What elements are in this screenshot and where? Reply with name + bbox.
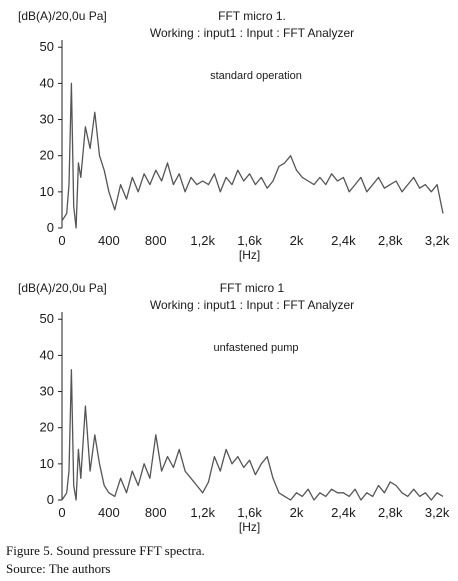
chart-1-x-tick-label: 800 (145, 505, 167, 520)
chart-0-x-tick-label: 0 (58, 233, 65, 248)
chart-0-x-tick-label: 2k (290, 233, 304, 248)
chart-0-x-tick-label: 3,2k (425, 233, 450, 248)
chart-0-y-tick-label: 20 (40, 148, 54, 163)
figure-source: Source: The authors (6, 561, 111, 576)
chart-0-x-tick-label: 1,2k (190, 233, 215, 248)
chart-0-unit-label: [dB(A)/20,0u Pa] (18, 9, 107, 23)
chart-0-x-tick-label: 1,6k (237, 233, 262, 248)
chart-1-subtitle: Working : input1 : Input : FFT Analyzer (150, 298, 354, 312)
chart-1-x-tick-label: 2k (290, 505, 304, 520)
chart-1-x-axis-label: [Hz] (239, 520, 260, 534)
chart-1-x-tick-label: 400 (98, 505, 120, 520)
top-fft-chart: [dB(A)/20,0u Pa] FFT micro 1. Working : in… (18, 9, 450, 262)
chart-1-x-tick-label: 0 (58, 505, 65, 520)
chart-0-x-tick-label: 400 (98, 233, 120, 248)
chart-1-title: FFT micro 1 (220, 281, 285, 295)
chart-1-y-tick-label: 40 (40, 347, 54, 362)
chart-1-x-tick-label: 2,8k (378, 505, 403, 520)
figure-caption: Figure 5. Sound pressure FFT spectra. (6, 543, 205, 558)
chart-0-x-tick-label: 2,8k (378, 233, 403, 248)
chart-0-y-tick-label: 30 (40, 112, 54, 127)
chart-1-x-tick-label: 1,2k (190, 505, 215, 520)
chart-1-y-tick-label: 10 (40, 456, 54, 471)
chart-0-annotation: standard operation (210, 70, 302, 82)
chart-1-x-tick-label: 1,6k (237, 505, 262, 520)
chart-0-y-tick-label: 10 (40, 184, 54, 199)
chart-1-unit-label: [dB(A)/20,0u Pa] (18, 281, 107, 295)
chart-1-y-tick-label: 0 (47, 492, 54, 507)
chart-0-y-tick-label: 0 (47, 220, 54, 235)
chart-0-y-tick-label: 50 (40, 39, 54, 54)
chart-0-x-tick-label: 800 (145, 233, 167, 248)
chart-1-y-tick-label: 20 (40, 420, 54, 435)
chart-1-y-tick-label: 30 (40, 384, 54, 399)
chart-0-title: FFT micro 1. (218, 9, 286, 23)
chart-1-spectrum-line (61, 369, 444, 501)
chart-0-y-tick-label: 40 (40, 75, 54, 90)
chart-1-x-tick-label: 2,4k (331, 505, 356, 520)
chart-0-subtitle: Working : input1 : Input : FFT Analyzer (150, 26, 354, 40)
bottom-fft-chart: [dB(A)/20,0u Pa] FFT micro 1 Working : inp… (18, 281, 450, 534)
chart-1-y-tick-label: 50 (40, 311, 54, 326)
chart-1-x-tick-label: 3,2k (425, 505, 450, 520)
chart-1-annotation: unfastened pump (213, 342, 298, 354)
chart-0-x-axis-label: [Hz] (239, 248, 260, 262)
chart-0-spectrum-line (61, 82, 444, 229)
chart-0-x-tick-label: 2,4k (331, 233, 356, 248)
